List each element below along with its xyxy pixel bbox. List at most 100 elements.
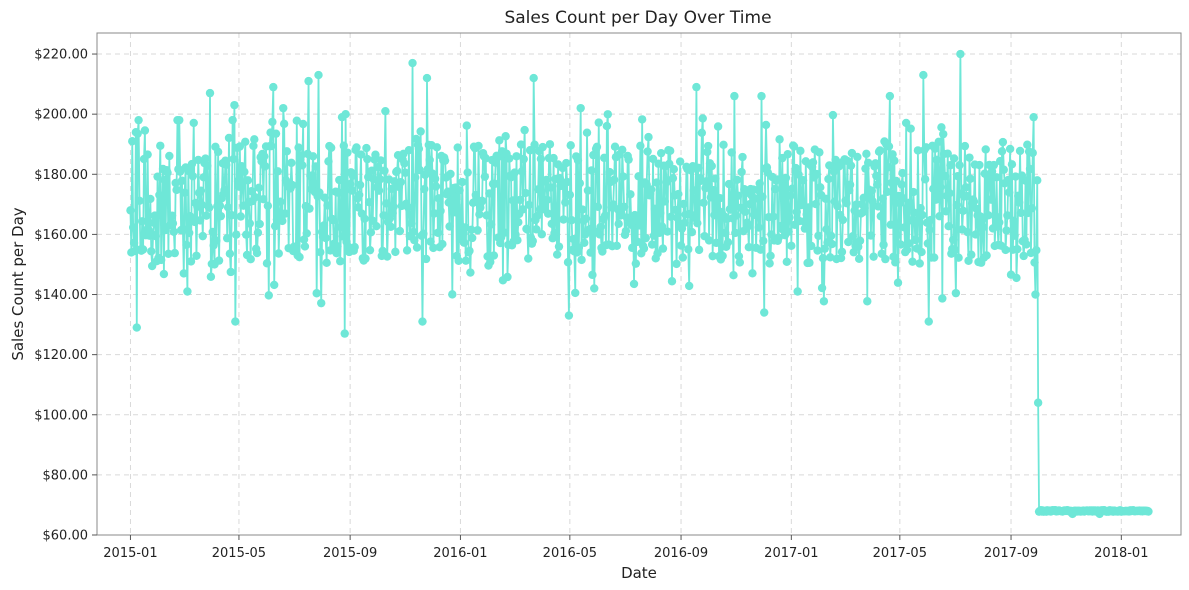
data-point	[199, 173, 208, 182]
data-point	[1033, 176, 1042, 185]
data-point	[618, 145, 627, 155]
data-point	[883, 162, 893, 172]
data-point	[516, 140, 526, 149]
data-point	[709, 185, 718, 195]
data-point	[842, 198, 851, 208]
data-point	[986, 177, 995, 187]
data-point	[328, 215, 338, 225]
data-point	[582, 128, 592, 137]
data-point	[475, 210, 484, 219]
data-point	[952, 200, 961, 210]
data-point	[128, 137, 137, 146]
data-point	[589, 150, 598, 160]
data-point	[663, 227, 672, 236]
data-point	[574, 243, 584, 252]
x-tick-label: 2015-05	[212, 546, 266, 561]
data-point	[468, 233, 477, 243]
data-point	[529, 73, 538, 83]
data-point	[923, 239, 933, 248]
data-point	[750, 194, 760, 203]
data-point	[925, 225, 934, 235]
data-point	[366, 228, 376, 237]
data-point	[170, 248, 179, 258]
data-point	[134, 115, 143, 125]
data-point	[189, 118, 198, 128]
data-point	[855, 236, 865, 245]
data-point	[279, 103, 288, 113]
data-point	[250, 135, 259, 144]
data-point	[878, 194, 887, 203]
data-point	[636, 141, 645, 151]
data-point	[966, 174, 975, 183]
data-point	[282, 147, 292, 156]
data-point	[871, 159, 880, 168]
data-point	[291, 244, 301, 254]
data-point	[662, 177, 671, 187]
data-point	[667, 277, 677, 286]
data-point	[510, 168, 519, 177]
data-point	[596, 222, 605, 232]
data-point	[460, 223, 470, 232]
data-point	[600, 211, 610, 220]
data-point	[201, 154, 210, 163]
data-point	[791, 163, 801, 173]
data-point	[962, 191, 971, 201]
data-point	[546, 183, 556, 192]
data-point	[576, 103, 585, 113]
data-point	[326, 143, 336, 152]
data-point	[950, 245, 960, 255]
data-point	[188, 171, 198, 181]
data-point	[972, 204, 981, 214]
data-point	[949, 154, 959, 163]
data-point	[333, 242, 342, 251]
data-point	[738, 152, 747, 162]
data-point	[703, 141, 713, 151]
data-point	[956, 49, 965, 59]
data-point	[799, 217, 809, 226]
data-point	[583, 186, 593, 195]
data-point	[454, 256, 463, 265]
data-point	[785, 213, 794, 222]
data-point	[643, 147, 652, 156]
x-tick-label: 2017-01	[764, 546, 818, 561]
x-axis: 2015-01 2015-05 2015-09 2016-01 2016-05 2016-…	[103, 535, 1148, 561]
data-point	[900, 223, 909, 232]
data-point	[182, 240, 191, 250]
data-point	[151, 231, 160, 241]
data-point	[913, 146, 923, 155]
data-point	[225, 249, 235, 258]
data-point	[215, 201, 225, 210]
data-point	[866, 231, 876, 240]
data-point	[612, 241, 622, 251]
data-point	[619, 202, 629, 212]
data-point	[816, 183, 825, 192]
data-point	[373, 162, 383, 172]
data-point	[304, 76, 313, 86]
data-point	[422, 73, 432, 83]
data-point	[455, 186, 464, 195]
data-point	[461, 256, 471, 265]
data-point	[528, 236, 537, 246]
data-point	[605, 167, 614, 177]
data-point	[259, 194, 268, 204]
y-grid	[97, 53, 1181, 536]
data-point	[885, 91, 895, 101]
data-point	[420, 184, 429, 194]
data-point	[205, 88, 215, 98]
data-point	[386, 222, 396, 232]
data-point	[853, 152, 862, 162]
data-point	[594, 118, 603, 127]
data-point	[595, 230, 604, 239]
data-point	[729, 271, 738, 280]
data-point	[212, 236, 221, 245]
data-point	[906, 124, 915, 133]
data-point	[406, 210, 415, 219]
data-point	[665, 146, 675, 156]
data-point	[391, 247, 400, 257]
data-point	[875, 146, 885, 155]
data-point	[960, 141, 970, 151]
data-point	[769, 212, 778, 221]
data-point	[538, 142, 547, 152]
data-point	[909, 187, 918, 197]
data-point	[844, 237, 853, 247]
